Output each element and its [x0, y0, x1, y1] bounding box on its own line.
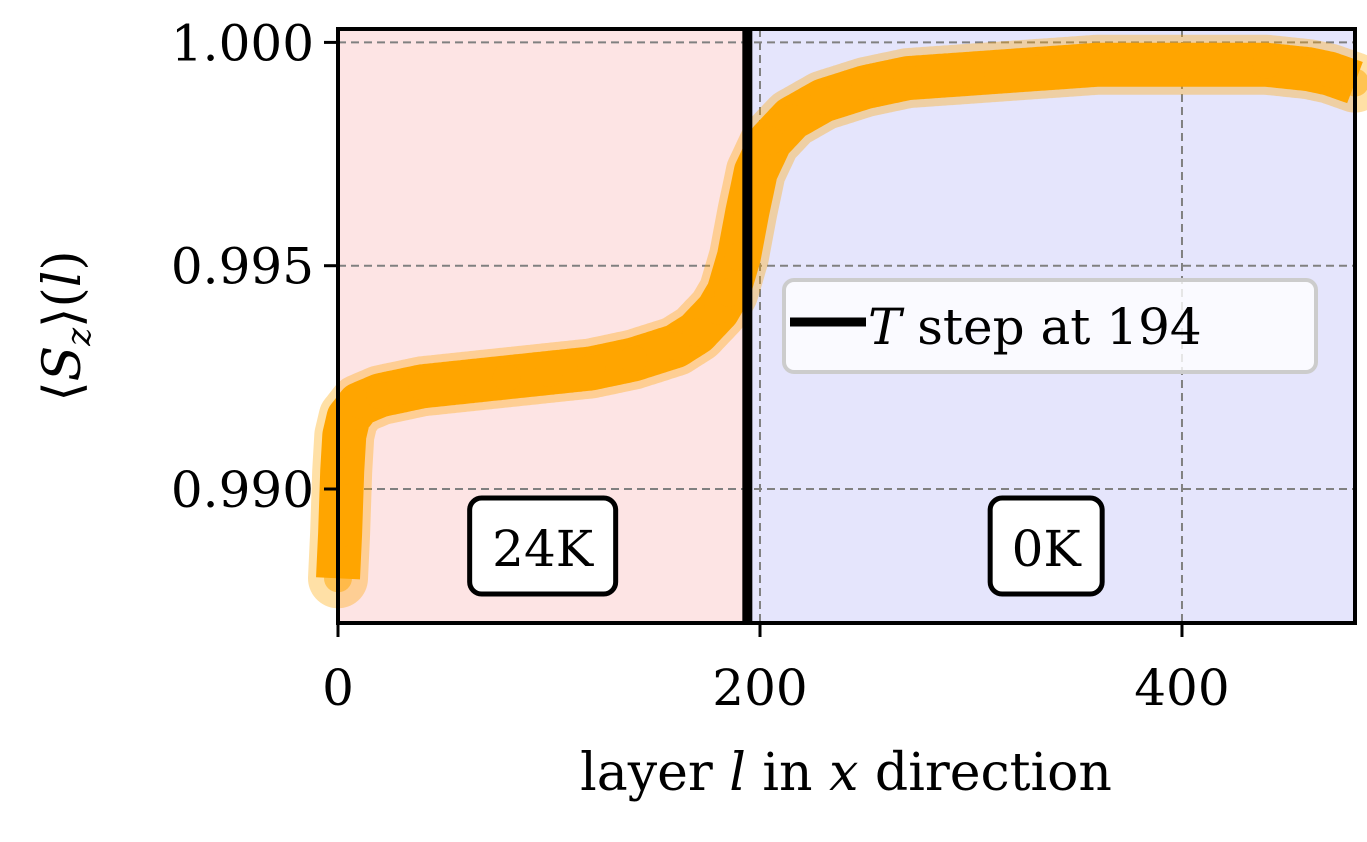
data-point: [328, 457, 357, 486]
legend-label: T step at 194: [868, 298, 1202, 356]
data-point: [661, 332, 690, 361]
data-point: [345, 390, 374, 419]
plot-frame: [336, 27, 1357, 625]
region-label-1: 0K: [1012, 520, 1083, 578]
x-tick-label-0: 0: [322, 659, 354, 717]
y-axis-label-subscript: z: [59, 327, 99, 347]
x-axis-label-var: x: [829, 743, 858, 803]
y-axis-label-part: ⟩(: [33, 287, 93, 328]
y-tick-label-0: 0.990: [171, 461, 314, 519]
data-point: [619, 345, 648, 374]
x-axis-label-var: l: [729, 743, 746, 803]
region-labels: 24K 0K: [467, 495, 1105, 597]
data-point: [1083, 50, 1112, 79]
data-point: [366, 381, 395, 410]
legend-var: T: [868, 298, 905, 356]
legend-box: [782, 278, 1318, 374]
data-point: [492, 363, 521, 392]
data-point: [1315, 59, 1344, 88]
region-label-box-1: [987, 495, 1105, 597]
x-axis-label-part: in: [746, 743, 829, 803]
region-label-0: 24K: [492, 520, 595, 578]
data-point: [956, 59, 985, 88]
data-point: [777, 104, 806, 133]
y-axis-label-var: S: [33, 346, 93, 382]
data-point: [1167, 50, 1196, 79]
ticks: 0 200 400 0.990 0.995 1.000: [171, 14, 1230, 717]
y-axis-label: ⟨Sz⟩(l): [33, 250, 99, 401]
x-tick-label-1: 200: [712, 659, 807, 717]
y-axis-label-part: ): [33, 250, 93, 270]
x-axis-label-part: direction: [858, 743, 1112, 803]
data-point: [851, 73, 880, 102]
x-axis-label-part: layer: [580, 743, 729, 803]
legend: T step at 194: [782, 278, 1318, 374]
y-tick-label-1: 0.995: [171, 238, 314, 296]
data-point: [408, 372, 437, 401]
data-point: [1252, 50, 1281, 79]
data-point: [756, 126, 785, 155]
legend-text: step at 194: [901, 298, 1201, 356]
y-tick-label-2: 1.000: [171, 14, 314, 72]
data-point: [682, 318, 711, 347]
data-point: [450, 367, 479, 396]
data-point: [577, 354, 606, 383]
data-series: [308, 34, 1367, 609]
y-axis-label-var: l: [33, 271, 93, 288]
data-point: [534, 358, 563, 387]
y-axis-label-part: ⟨: [33, 381, 93, 401]
x-tick-label-2: 400: [1134, 659, 1229, 717]
data-point: [893, 64, 922, 93]
data-point: [1294, 55, 1323, 84]
data-point: [387, 376, 416, 405]
data-point: [809, 86, 838, 115]
region-label-box-0: [467, 495, 619, 597]
data-point: [1020, 55, 1049, 84]
data-point: [326, 519, 355, 548]
x-axis-label: layer l in x direction: [580, 743, 1112, 803]
data-point: [714, 278, 743, 307]
axes: [336, 27, 1357, 625]
